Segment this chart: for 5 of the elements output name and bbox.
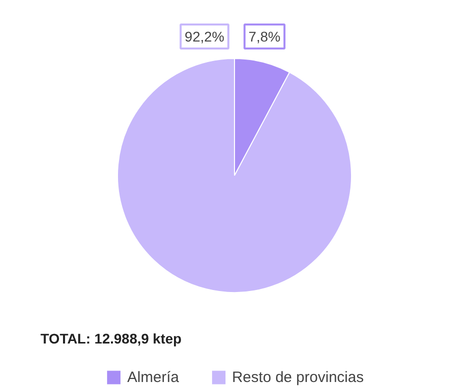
text: TOTAL: 12.988,9 ktep: [40, 330, 182, 346]
data-label: 7,8%: [248, 28, 280, 44]
legend-label: Almería: [127, 368, 179, 386]
data-label: 92,2%: [184, 28, 224, 44]
legend-label: Resto de provincias: [232, 368, 364, 386]
